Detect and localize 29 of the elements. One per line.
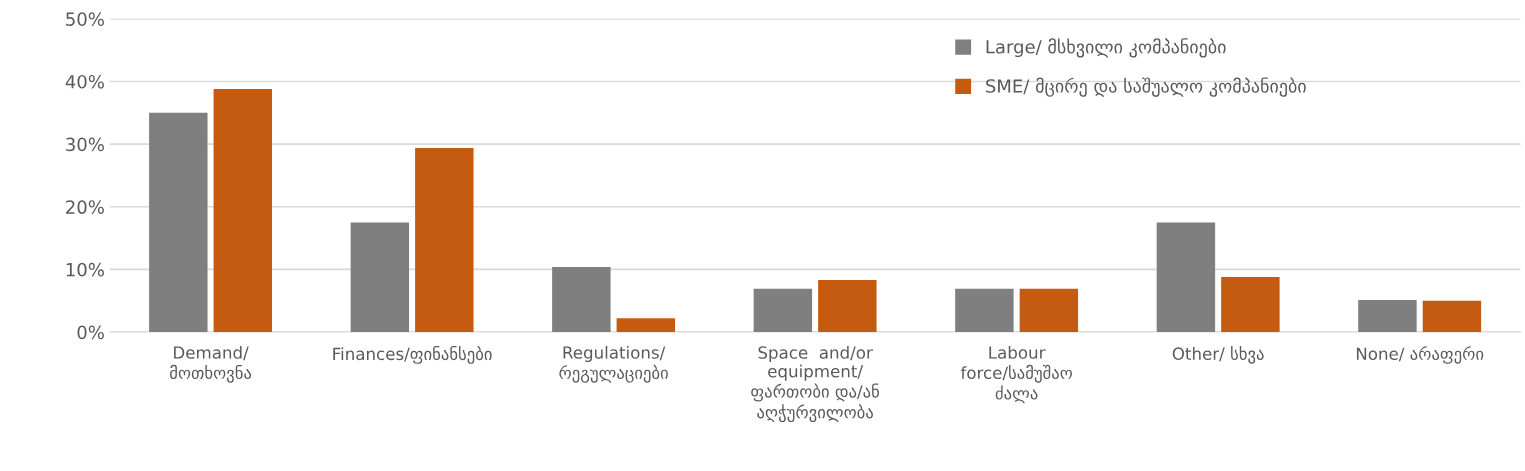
y-tick-label: 20%	[66, 200, 104, 214]
legend-label: SME/ მცირე და საშუალო კომპანიები	[986, 77, 1306, 97]
bar	[213, 89, 273, 333]
legend-label: Large/ მსხვილი კომპანიები	[986, 38, 1226, 58]
bar	[753, 288, 813, 333]
bar	[1156, 222, 1216, 333]
bar	[955, 288, 1014, 333]
bar	[552, 266, 611, 333]
x-tick-label: Space and/or equipment/ ფართობი და/ან აღჭურვილობა	[751, 345, 879, 423]
y-tick-label: 30%	[66, 137, 104, 152]
x-tick-label: Other/ სხვა	[1172, 345, 1264, 364]
y-tick-label: 0%	[77, 325, 104, 340]
bar	[818, 280, 877, 333]
y-tick-label: 50%	[66, 12, 104, 26]
x-tick-label: Finances/ფინანსები	[333, 345, 492, 364]
bar	[1221, 276, 1280, 333]
bar	[350, 222, 410, 333]
y-tick-label: 40%	[65, 74, 104, 89]
bar	[1358, 300, 1417, 333]
x-tick-label: Regulations/ რეგულაციები	[559, 345, 668, 383]
x-tick-label: None/ არაფერი	[1356, 345, 1484, 364]
bar	[1422, 300, 1482, 333]
bar	[415, 147, 474, 333]
x-tick-label: Demand/ მოთხოვნა	[170, 345, 252, 383]
bar	[149, 112, 208, 333]
bar	[616, 318, 676, 333]
y-tick-label: 10%	[66, 262, 104, 277]
x-tick-label: Labour force/სამუშაო ძალა	[960, 345, 1072, 404]
bar	[1019, 288, 1079, 333]
